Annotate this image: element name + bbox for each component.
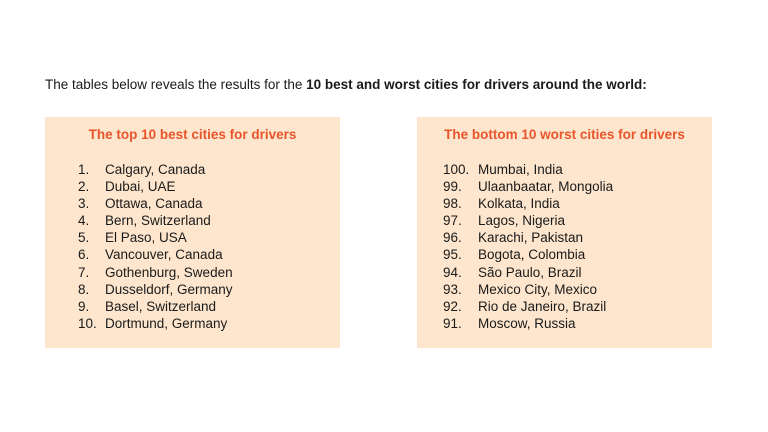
list-item: 7. Gothenburg, Sweden <box>78 264 233 281</box>
city-name: Bern, Switzerland <box>105 213 211 229</box>
rank-number: 95. <box>443 247 462 263</box>
list-item: 1. Calgary, Canada <box>78 161 233 178</box>
list-item: 98. Kolkata, India <box>443 195 613 212</box>
city-name: Lagos, Nigeria <box>478 213 566 229</box>
list-item: 2. Dubai, UAE <box>78 178 233 195</box>
city-name: Moscow, Russia <box>478 315 576 331</box>
city-name: El Paso, USA <box>105 230 187 246</box>
city-name: Kolkata, India <box>478 196 560 212</box>
rank-number: 6. <box>78 247 90 263</box>
rank-number: 4. <box>78 213 90 229</box>
list-item: 96. Karachi, Pakistan <box>443 229 613 246</box>
list-item: 97. Lagos, Nigeria <box>443 212 613 229</box>
worst-cities-list: 100. Mumbai, India 99. Ulaanbaatar, Mongol… <box>443 161 613 332</box>
city-name: São Paulo, Brazil <box>478 264 582 280</box>
list-item: 93. Mexico City, Mexico <box>443 281 613 298</box>
intro-sentence: The tables below reveals the results for… <box>45 76 745 94</box>
rank-number: 9. <box>78 298 90 314</box>
city-name: Rio de Janeiro, Brazil <box>478 298 607 314</box>
rank-number: 94. <box>443 264 462 280</box>
rank-number: 96. <box>443 230 462 246</box>
list-item: 91. Moscow, Russia <box>443 315 613 332</box>
city-name: Ottawa, Canada <box>105 196 203 212</box>
rank-number: 7. <box>78 264 90 280</box>
city-name: Basel, Switzerland <box>105 298 217 314</box>
rank-number: 92. <box>443 298 462 314</box>
worst-cities-panel: The bottom 10 worst cities for drivers 1… <box>417 117 712 348</box>
city-name: Vancouver, Canada <box>105 247 223 263</box>
city-name: Bogota, Colombia <box>478 247 586 263</box>
city-name: Dortmund, Germany <box>105 315 228 331</box>
rank-number: 91. <box>443 315 462 331</box>
best-cities-panel: The top 10 best cities for drivers 1. Cal… <box>45 117 340 348</box>
city-name: Ulaanbaatar, Mongolia <box>478 179 614 195</box>
city-name: Gothenburg, Sweden <box>105 264 233 280</box>
list-item: 95. Bogota, Colombia <box>443 246 613 263</box>
rank-number: 8. <box>78 281 90 297</box>
city-name: Mexico City, Mexico <box>478 281 598 297</box>
list-item: 100. Mumbai, India <box>443 161 613 178</box>
rank-number: 5. <box>78 230 90 246</box>
list-item: 8. Dusseldorf, Germany <box>78 281 233 298</box>
list-item: 5. El Paso, USA <box>78 229 233 246</box>
list-item: 99. Ulaanbaatar, Mongolia <box>443 178 613 195</box>
rank-number: 1. <box>78 162 90 177</box>
rank-number: 98. <box>443 196 462 212</box>
city-name: Karachi, Pakistan <box>478 230 584 246</box>
rank-number: 97. <box>443 213 462 229</box>
city-name: Calgary, Canada <box>105 162 206 177</box>
best-cities-list: 1. Calgary, Canada 2. Dubai, UAE 3. Ottawa,… <box>78 161 233 332</box>
city-name: Mumbai, India <box>478 162 563 177</box>
best-cities-title: The top 10 best cities for drivers <box>88 127 297 142</box>
intro-text-bold: 10 best and worst cities for drivers aro… <box>306 77 647 92</box>
list-item: 6. Vancouver, Canada <box>78 246 233 263</box>
list-item: 94. São Paulo, Brazil <box>443 264 613 281</box>
list-item: 92. Rio de Janeiro, Brazil <box>443 298 613 315</box>
rank-number: 10. <box>78 315 97 331</box>
list-item: 3. Ottawa, Canada <box>78 195 233 212</box>
rank-number: 2. <box>78 179 90 195</box>
city-name: Dubai, UAE <box>105 179 176 195</box>
rank-number: 93. <box>443 281 462 297</box>
list-item: 9. Basel, Switzerland <box>78 298 233 315</box>
worst-cities-title: The bottom 10 worst cities for drivers <box>444 127 685 142</box>
list-item: 4. Bern, Switzerland <box>78 212 233 229</box>
rank-number: 100. <box>443 162 470 177</box>
list-item: 10. Dortmund, Germany <box>78 315 233 332</box>
rank-number: 99. <box>443 179 462 195</box>
intro-text: The tables below reveals the results for… <box>45 77 307 92</box>
rank-number: 3. <box>78 196 90 212</box>
city-name: Dusseldorf, Germany <box>105 281 233 297</box>
